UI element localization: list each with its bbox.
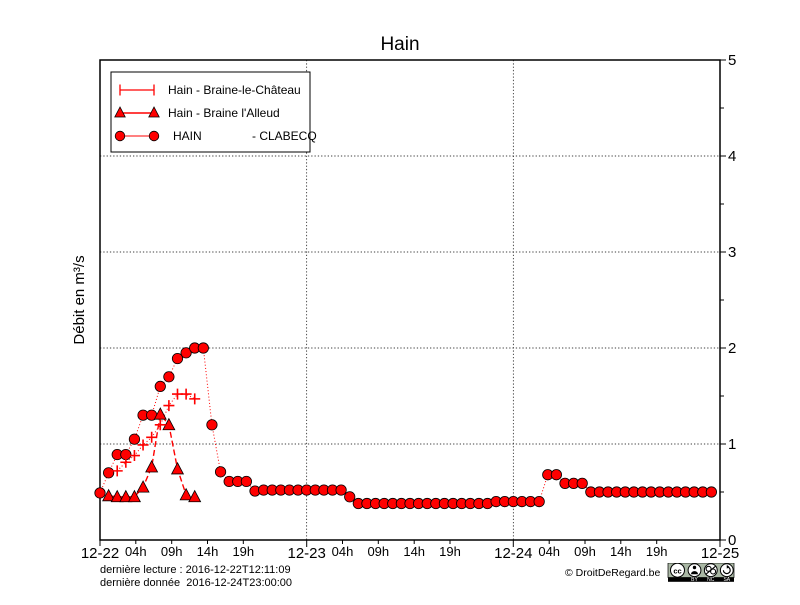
svg-text:Hain - Braine-le-Château: Hain - Braine-le-Château	[168, 83, 301, 97]
svg-text:12-24: 12-24	[494, 545, 532, 562]
svg-text:19h: 19h	[232, 544, 254, 559]
svg-text:14h: 14h	[403, 544, 425, 559]
svg-text:cc: cc	[673, 566, 681, 575]
svg-text:12-22: 12-22	[81, 545, 119, 562]
svg-text:04h: 04h	[332, 544, 354, 559]
svg-text:1: 1	[728, 436, 736, 453]
svg-text:Hain - Braine l'Alleud: Hain - Braine l'Alleud	[168, 106, 280, 120]
svg-text:4: 4	[728, 148, 736, 165]
svg-text:- CLABECQ: - CLABECQ	[252, 129, 317, 143]
svg-text:09h: 09h	[367, 544, 389, 559]
svg-text:2: 2	[728, 340, 736, 357]
svg-text:12-25: 12-25	[701, 545, 739, 562]
svg-text:09h: 09h	[574, 544, 596, 559]
svg-text:14h: 14h	[610, 544, 632, 559]
svg-text:SA: SA	[723, 577, 730, 582]
svg-text:3: 3	[728, 244, 736, 261]
svg-text:Débit en m³/s: Débit en m³/s	[71, 255, 88, 344]
svg-text:NC: NC	[707, 577, 715, 582]
svg-text:BY: BY	[691, 577, 698, 582]
svg-text:5: 5	[728, 52, 736, 69]
svg-text:12-23: 12-23	[288, 545, 326, 562]
svg-text:HAIN: HAIN	[173, 129, 202, 143]
svg-text:04h: 04h	[538, 544, 560, 559]
svg-text:09h: 09h	[161, 544, 183, 559]
svg-text:Hain: Hain	[380, 34, 419, 55]
svg-text:19h: 19h	[439, 544, 461, 559]
svg-text:04h: 04h	[125, 544, 147, 559]
svg-text:19h: 19h	[646, 544, 668, 559]
svg-text:14h: 14h	[197, 544, 219, 559]
